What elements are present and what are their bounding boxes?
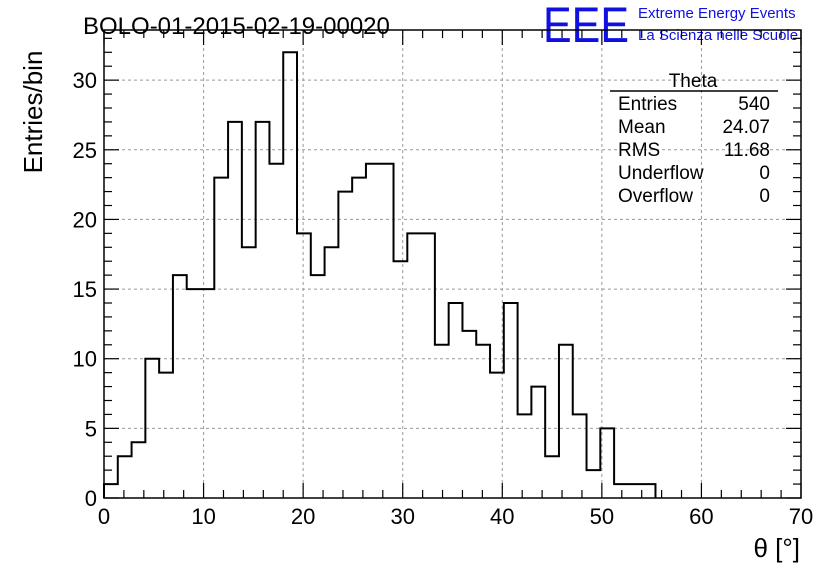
y-tick-label: 0 [85,486,97,511]
x-tick-label: 40 [490,504,514,529]
histogram-bin [269,164,283,498]
grid [104,30,801,498]
histogram-bin [283,52,297,498]
stats-label: RMS [618,140,660,161]
logo-line-1: Extreme Energy Events [638,5,796,22]
histogram-bin [587,470,601,498]
histogram-bin [214,178,228,498]
histogram-bin [201,289,215,498]
histogram-bin [435,345,449,498]
x-tick-label: 60 [689,504,713,529]
histogram-bin [504,303,518,498]
y-tick-label: 30 [73,68,97,93]
stats-box: Theta Entries 540 Mean 24.07 RMS 11.68 Underfl… [610,71,778,207]
histogram-bin [573,414,587,498]
histogram-bin [338,192,352,498]
histogram-bin [628,484,642,498]
histogram-bin [394,261,408,498]
histogram-bin [545,456,559,498]
histogram-bin [173,275,187,498]
histogram-bin [145,359,159,498]
histogram-outline [103,51,657,498]
histogram-bin [104,484,118,498]
stats-value: 11.68 [724,140,770,161]
x-tick-label: 0 [98,504,110,529]
histogram-bin [407,233,421,498]
histogram-bin [490,373,504,498]
histogram-bin [380,164,394,498]
histogram-series [103,51,657,498]
eee-logo: EEE [543,0,629,53]
stats-title: Theta [669,71,718,92]
y-tick-label: 15 [73,277,97,302]
histogram-bin [421,233,435,498]
stats-value: 540 [738,94,770,115]
y-tick-label: 10 [73,347,97,372]
plot-frame [103,29,802,499]
y-tick-label: 25 [73,138,97,163]
stats-label: Entries [618,94,677,115]
histogram-bin [449,303,463,498]
histogram-bin [159,373,173,498]
x-tick-label: 10 [191,504,215,529]
histogram-bin [228,122,242,498]
stats-value: 24.07 [722,117,770,138]
histogram-bin [311,275,325,498]
x-tick-label: 20 [291,504,315,529]
histogram-bin [187,289,201,498]
histogram-bin [325,247,339,498]
histogram-bin [352,178,366,498]
y-axis-label: Entries/bin [18,51,48,174]
stats-value: 0 [759,163,770,184]
stats-label: Underflow [618,163,704,184]
histogram-bin [297,233,311,498]
axis-ticks: 0 10 20 30 40 50 60 70 0 5 10 15 20 25 30 [73,30,813,529]
histogram-bin [614,484,628,498]
histogram-bin [256,122,270,498]
x-tick-label: 50 [590,504,614,529]
x-axis-label: θ [°] [753,533,800,563]
y-tick-label: 5 [85,416,97,441]
histogram-bin [476,345,490,498]
histogram-bin [462,331,476,498]
stats-value: 0 [759,186,770,207]
y-tick-label: 20 [73,207,97,232]
histogram-bin [242,247,256,498]
stats-label: Overflow [618,186,693,207]
histogram-bin [118,456,132,498]
x-tick-label: 70 [789,504,813,529]
x-tick-label: 30 [390,504,414,529]
histogram-bin [518,414,532,498]
histogram-bin [366,164,380,498]
histogram-bin [642,484,656,498]
histogram-bin [559,345,573,498]
chart-title: BOLO-01-2015-02-19-00020 [83,13,390,40]
logo-line-2: La Scienza nelle Scuole [638,27,798,44]
stats-label: Mean [618,117,666,138]
histogram-bin [132,442,146,498]
stats-rows: Entries 540 Mean 24.07 RMS 11.68 Underflow 0 Ove… [618,94,770,207]
plot-frame-rect [103,29,802,499]
histogram-bin [531,387,545,498]
